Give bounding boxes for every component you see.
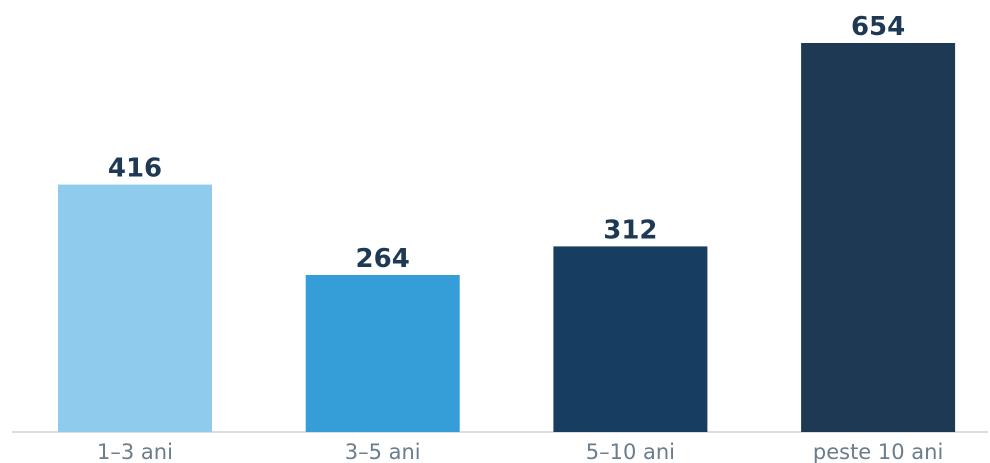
value-label-3: 312 [603,215,657,245]
x-tick-label-2: 3–5 ani [345,440,421,463]
x-tick-label-4: peste 10 ani [813,440,943,463]
x-tick-labels: 1–3 ani 3–5 ani 5–10 ani peste 10 ani [97,440,943,463]
x-tick-label-3: 5–10 ani [586,440,675,463]
x-tick-label-1: 1–3 ani [97,440,173,463]
bars [58,43,956,432]
bar-3 [553,246,708,432]
bar-1 [58,184,212,432]
value-label-4: 654 [851,12,905,42]
value-label-2: 264 [356,244,410,274]
value-label-1: 416 [108,154,162,184]
bar-4 [801,43,956,432]
bar-2 [305,275,460,432]
value-labels: 416 264 312 654 [108,12,905,274]
